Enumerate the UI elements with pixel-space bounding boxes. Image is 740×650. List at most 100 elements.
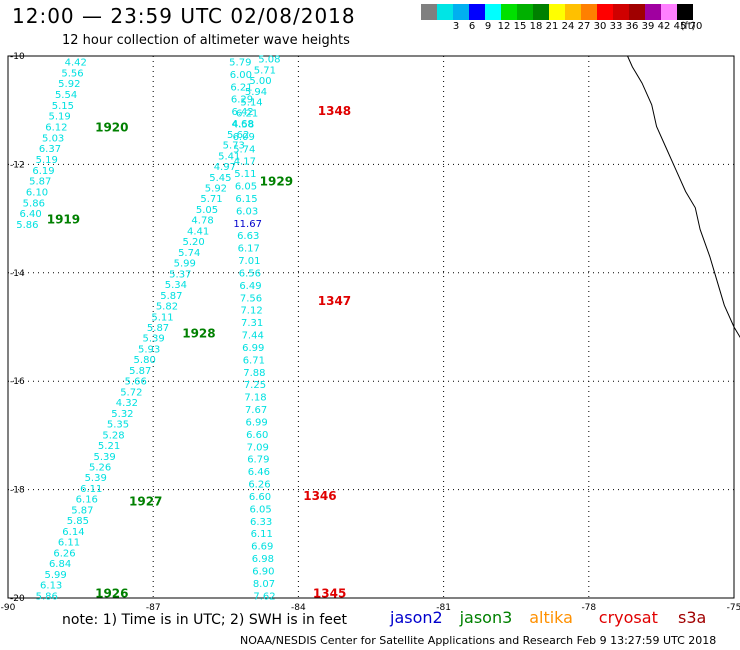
units-note: note: 1) Time is in UTC; 2) SWH is in fe… xyxy=(62,612,348,628)
wave-height-value: 7.88 xyxy=(243,368,265,379)
wave-height-value: 6.21 xyxy=(230,82,252,93)
legend-swatch xyxy=(421,4,437,20)
legend-swatch xyxy=(501,4,517,20)
wave-height-value: 6.63 xyxy=(237,231,259,242)
wave-height-value: 5.39 xyxy=(85,473,107,484)
x-tick-label: -78 xyxy=(581,603,596,613)
satellite-s3a: s3a xyxy=(678,608,707,627)
y-tick-label: -14 xyxy=(10,269,25,279)
wave-height-value: 6.26 xyxy=(53,548,75,559)
legend-label: 18 xyxy=(529,21,543,32)
wave-height-value: 6.03 xyxy=(236,206,258,217)
wave-height-value: 6.15 xyxy=(235,194,257,205)
wave-height-value: 5.14 xyxy=(240,98,262,109)
wave-height-value: 5.87 xyxy=(147,323,169,334)
wave-height-value: 6.00 xyxy=(230,70,252,81)
wave-height-value: 6.49 xyxy=(239,281,261,292)
wave-height-value: 5.19 xyxy=(48,112,70,123)
wave-height-value: 6.42 xyxy=(231,107,253,118)
legend-label: 27 xyxy=(577,21,591,32)
track-id-label: 1927 xyxy=(129,494,162,508)
wave-height-value: 5.32 xyxy=(111,409,133,420)
wave-height-value: 5.86 xyxy=(16,220,38,231)
wave-height-value: 6.90 xyxy=(252,566,274,577)
x-tick-label: -84 xyxy=(291,603,306,613)
wave-height-value: 5.86 xyxy=(36,591,58,602)
wave-height-value: 7.01 xyxy=(238,256,260,267)
legend-swatch xyxy=(597,4,613,20)
legend-swatch xyxy=(533,4,549,20)
wave-height-value: 6.46 xyxy=(248,467,270,478)
wave-height-value: 6.37 xyxy=(39,144,61,155)
legend-label: 9 xyxy=(484,21,492,32)
legend-swatch xyxy=(645,4,661,20)
wave-height-value: 5.74 xyxy=(178,248,200,259)
satellite-jason2: jason2 xyxy=(390,608,443,627)
legend-label: 70 xyxy=(689,21,703,32)
wave-height-value: 6.10 xyxy=(26,188,48,199)
wave-height-value: 5.20 xyxy=(183,237,205,248)
wave-height-value: 5.99 xyxy=(44,570,66,581)
legend-label: 24 xyxy=(561,21,575,32)
wave-height-value: 5.74 xyxy=(233,144,255,155)
track-id-label: 1347 xyxy=(318,294,351,308)
satellite-cryosat: cryosat xyxy=(598,608,658,627)
legend-swatch xyxy=(661,4,677,20)
wave-height-value: 5.45 xyxy=(209,173,231,184)
legend-swatch xyxy=(565,4,581,20)
wave-height-value: 4.32 xyxy=(116,398,138,409)
wave-height-value: 6.33 xyxy=(250,517,272,528)
wave-height-value: 6.71 xyxy=(243,355,265,366)
x-tick-label: -81 xyxy=(436,603,451,613)
wave-height-value: 5.34 xyxy=(165,280,187,291)
wave-height-value: 5.94 xyxy=(245,87,267,98)
track-id-label: 1345 xyxy=(313,587,346,601)
legend-unit: (ft) xyxy=(680,21,696,32)
wave-height-value: 6.05 xyxy=(249,504,271,515)
wave-height-value: 5.19 xyxy=(36,155,58,166)
wave-height-value: 5.93 xyxy=(138,344,160,355)
y-tick-label: -12 xyxy=(10,160,25,170)
wave-height-value: 5.85 xyxy=(67,516,89,527)
legend-swatch xyxy=(581,4,597,20)
y-tick-label: -16 xyxy=(10,377,25,387)
wave-height-value: 5.71 xyxy=(200,194,222,205)
wave-height-value: 5.72 xyxy=(120,387,142,398)
wave-height-value: 5.41 xyxy=(218,151,240,162)
coastline-path xyxy=(627,55,740,339)
legend-swatch xyxy=(549,4,565,20)
wave-height-value: 6.29 xyxy=(231,95,253,106)
wave-height-value: 6.16 xyxy=(76,495,98,506)
wave-height-value: 5.03 xyxy=(42,133,64,144)
satellite-jason3: jason3 xyxy=(459,608,513,627)
wave-height-value: 6.09 xyxy=(233,132,255,143)
wave-height-value: 6.79 xyxy=(247,455,269,466)
legend-swatch xyxy=(613,4,629,20)
legend-swatch xyxy=(517,4,533,20)
wave-height-value: 7.56 xyxy=(240,293,262,304)
track-id-label: 1926 xyxy=(95,587,128,601)
map-frame xyxy=(7,55,735,599)
wave-height-value: 7.62 xyxy=(253,591,275,602)
wave-height-value: 5.86 xyxy=(23,198,45,209)
wave-height-value: 4.41 xyxy=(187,226,209,237)
track-labels: 1920 1919 1929 1348 1347 1928 1927 1346 1926 1345 xyxy=(47,104,351,600)
wave-height-value: 5.15 xyxy=(52,101,74,112)
legend-swatch xyxy=(629,4,645,20)
wave-height-value: 6.84 xyxy=(49,559,71,570)
wave-height-value: 7.44 xyxy=(242,331,264,342)
wave-height-value: 5.54 xyxy=(55,90,77,101)
wave-height-value: 5.35 xyxy=(107,420,129,431)
wave-height-value: 5.62 xyxy=(227,130,249,141)
x-tick-label: -90 xyxy=(1,603,16,613)
legend-label: 3 xyxy=(452,21,460,32)
wave-height-value: 5.71 xyxy=(254,65,276,76)
wave-height-value: 5.28 xyxy=(102,430,124,441)
track-id-label: 1920 xyxy=(95,120,128,134)
y-tick-label: -10 xyxy=(10,52,25,62)
wave-height-value: 5.99 xyxy=(174,259,196,270)
wave-height-value: 6.11 xyxy=(80,484,102,495)
y-tick-label: -18 xyxy=(10,486,25,496)
wave-height-value: 6.19 xyxy=(32,166,54,177)
